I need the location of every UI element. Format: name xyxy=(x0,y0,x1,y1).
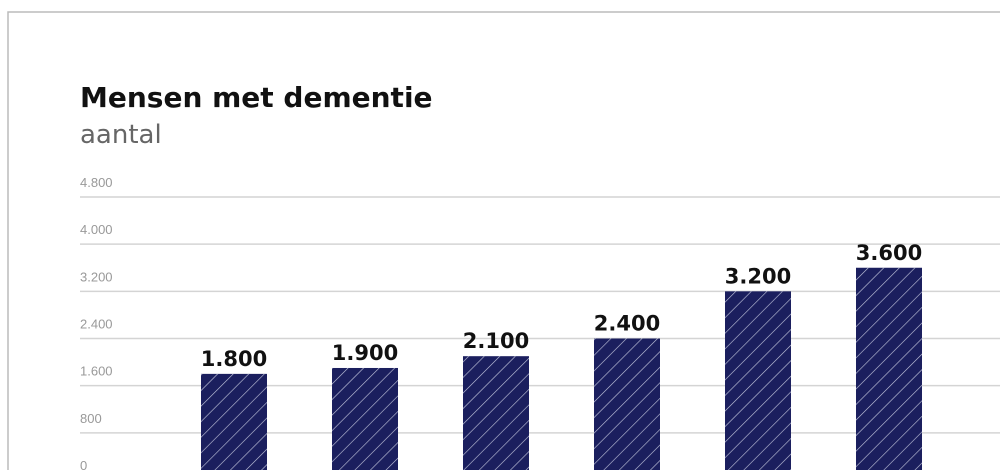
y-tick-label: 0 xyxy=(80,458,87,470)
y-tick-label: 2.400 xyxy=(80,317,113,332)
y-tick-label: 4.000 xyxy=(80,222,113,237)
y-tick-label: 4.800 xyxy=(80,175,113,190)
value-label: 3.200 xyxy=(725,264,791,288)
bar-hatch xyxy=(725,291,791,470)
bar-hatch xyxy=(201,373,267,470)
bar-hatch xyxy=(594,338,660,470)
value-label: 2.400 xyxy=(594,312,660,336)
bar-hatch xyxy=(463,356,529,470)
chart-title: Mensen met dementie xyxy=(80,81,433,114)
value-label: 1.800 xyxy=(201,347,267,371)
chart-subtitle: aantal xyxy=(80,120,162,150)
y-tick-label: 800 xyxy=(80,411,102,426)
bar-hatch xyxy=(856,267,922,470)
value-label: 3.600 xyxy=(856,241,922,265)
y-tick-label: 3.200 xyxy=(80,269,113,284)
value-label: 1.900 xyxy=(332,341,398,365)
frame xyxy=(7,11,1000,470)
bar-hatch xyxy=(332,367,398,470)
value-label: 2.100 xyxy=(463,329,529,353)
y-tick-label: 1.600 xyxy=(80,364,113,379)
